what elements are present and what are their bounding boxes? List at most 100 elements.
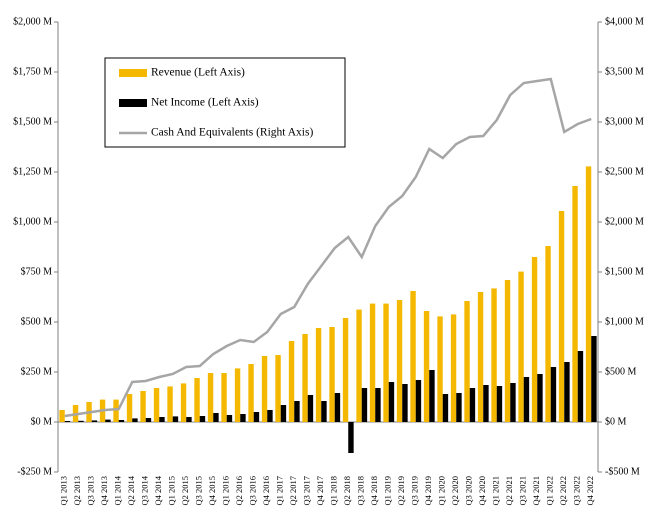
bar	[253, 412, 260, 422]
x-tick-label: Q4 2022	[585, 476, 595, 506]
x-tick-label: Q3 2019	[410, 476, 420, 506]
bar	[531, 257, 538, 422]
line	[64, 77, 592, 418]
x-tick-label: Q2 2021	[504, 476, 514, 506]
y2-tick-label: $4,000 M	[605, 16, 644, 27]
y-tick-label: $1,500 M	[13, 116, 52, 127]
bar	[78, 420, 84, 422]
bar	[199, 416, 206, 422]
bar	[375, 388, 381, 422]
x-tick-label: Q2 2017	[288, 476, 298, 506]
bar	[450, 314, 457, 422]
bar	[342, 318, 349, 422]
bar	[477, 292, 484, 422]
bar	[456, 393, 462, 422]
x-tick-label: Q1 2022	[545, 476, 555, 506]
x-tick-label: Q2 2022	[558, 476, 568, 506]
x-tick-label: Q1 2014	[113, 475, 123, 505]
y-tick-label: $2,000 M	[13, 16, 52, 27]
bar	[585, 166, 592, 422]
bar	[321, 401, 327, 422]
bar	[564, 362, 570, 422]
x-tick-label: Q2 2019	[396, 476, 406, 506]
bar	[437, 316, 443, 422]
x-tick-label: Q3 2014	[140, 475, 150, 505]
x-tick-label: Q1 2020	[437, 476, 447, 506]
bar	[415, 380, 422, 422]
bar	[59, 410, 65, 422]
bar	[261, 356, 268, 422]
bar	[537, 374, 543, 422]
x-tick-label: Q3 2016	[248, 476, 258, 506]
x-tick-label: Q3 2018	[356, 476, 366, 506]
bar	[234, 368, 241, 422]
y-tick-label: $1,750 M	[13, 66, 52, 77]
bar	[369, 303, 376, 422]
x-tick-label: Q4 2021	[531, 476, 541, 506]
bar	[145, 418, 152, 422]
y2-tick-label: $1,500 M	[605, 266, 644, 277]
bar	[396, 300, 403, 422]
bar	[302, 334, 308, 422]
x-tick-label: Q2 2016	[234, 476, 244, 506]
x-tick-label: Q1 2019	[383, 476, 393, 506]
x-tick-label: Q2 2014	[126, 475, 136, 505]
bar	[280, 405, 287, 422]
x-tick-label: Q4 2020	[477, 476, 487, 506]
x-tick-label: Q3 2013	[86, 476, 96, 506]
bar	[558, 211, 565, 422]
x-tick-label: Q1 2021	[491, 476, 501, 506]
bar	[267, 410, 273, 422]
x-tick-label: Q3 2015	[194, 476, 204, 506]
bar	[194, 378, 200, 422]
bar	[213, 413, 219, 422]
bar	[518, 271, 524, 422]
y2-tick-label: $2,000 M	[605, 216, 644, 227]
x-tick-label: Q1 2013	[59, 476, 69, 506]
bar	[504, 280, 511, 422]
x-tick-label: Q2 2018	[342, 476, 352, 506]
y2-tick-label: $3,000 M	[605, 116, 644, 127]
x-tick-label: Q4 2015	[207, 476, 217, 506]
bar	[464, 301, 470, 422]
x-tick-label: Q3 2017	[302, 476, 312, 506]
bar	[275, 355, 281, 422]
bar	[388, 382, 395, 422]
bar	[410, 291, 416, 422]
bar	[550, 367, 557, 422]
x-tick-label: Q1 2017	[275, 476, 285, 506]
bar	[294, 401, 300, 422]
legend-swatch	[119, 69, 147, 77]
bar	[113, 399, 119, 422]
x-tick-label: Q1 2015	[167, 476, 177, 506]
bar	[356, 309, 362, 422]
x-tick-label: Q4 2013	[99, 476, 109, 506]
legend-swatch	[119, 99, 147, 107]
bar	[315, 328, 322, 422]
bar	[348, 422, 354, 453]
bar	[483, 385, 489, 422]
x-tick-label: Q2 2013	[72, 476, 82, 506]
bar	[64, 421, 71, 422]
bar	[510, 383, 516, 422]
x-tick-label: Q4 2019	[423, 476, 433, 506]
bar	[180, 383, 187, 422]
y2-tick-label: $1,000 M	[605, 316, 644, 327]
bar	[361, 388, 368, 422]
y-tick-label: $0 M	[31, 416, 53, 427]
bar	[226, 415, 233, 422]
legend-label: Cash And Equivalents (Right Axis)	[151, 127, 313, 139]
x-tick-label: Q4 2014	[153, 475, 163, 505]
y2-tick-label: $3,500 M	[605, 66, 644, 77]
bar	[118, 420, 125, 422]
bar	[105, 419, 111, 422]
bar	[153, 388, 160, 422]
bar	[442, 394, 449, 422]
bar	[172, 416, 179, 422]
x-tick-label: Q1 2016	[221, 476, 231, 506]
bar	[91, 420, 98, 422]
bar	[126, 394, 133, 422]
bar	[577, 351, 584, 422]
bar	[329, 327, 335, 422]
x-tick-label: Q4 2017	[315, 476, 325, 506]
